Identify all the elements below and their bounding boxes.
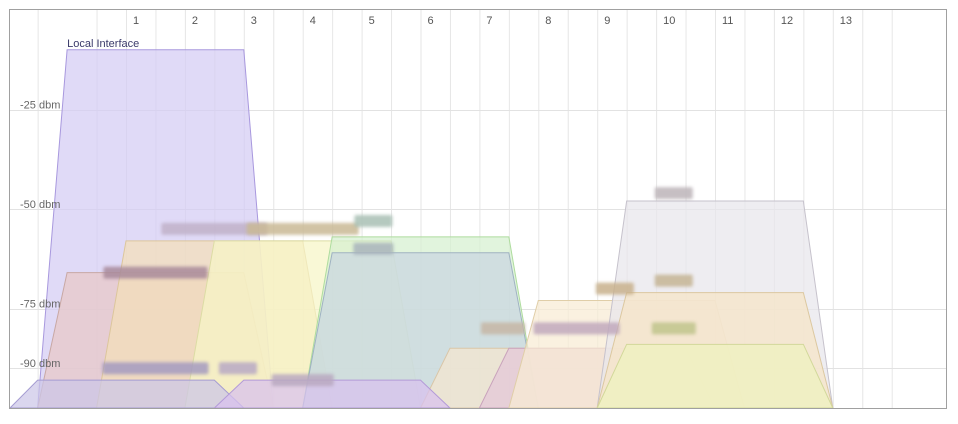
x-tick-label: 13 xyxy=(840,15,852,27)
redacted-network-label-12 xyxy=(654,274,693,287)
redacted-network-label-10 xyxy=(595,282,634,295)
x-tick-label: 2 xyxy=(192,15,198,27)
text-layer: 1 2 3 4 5 6 7 8 9 10 11 12 13-25 dbm-50 dbm-75 dbm-9… xyxy=(20,15,852,370)
redacted-network-label-3 xyxy=(218,362,257,375)
x-tick-label: 10 xyxy=(663,15,675,27)
redacted-network-label-6 xyxy=(354,214,393,227)
x-tick-label: 8 xyxy=(545,15,551,27)
x-tick-label: 1 xyxy=(133,15,139,27)
redacted-network-label-5 xyxy=(271,374,334,387)
x-tick-label: 12 xyxy=(781,15,793,27)
redacted-network-label-11 xyxy=(654,187,693,200)
series-area-11 xyxy=(596,343,834,409)
redacted-network-label-2 xyxy=(161,222,268,235)
series-area-12 xyxy=(8,379,246,409)
y-tick-label: -50 dbm xyxy=(20,199,60,211)
x-tick-label: 11 xyxy=(722,15,733,27)
redacted-network-label-4 xyxy=(246,222,359,235)
series-layer xyxy=(8,49,834,409)
series-label: Local Interface xyxy=(67,38,139,50)
x-tick-label: 4 xyxy=(310,15,316,27)
chart-border xyxy=(9,9,947,409)
x-tick-label: 7 xyxy=(486,15,492,27)
y-tick-label: -25 dbm xyxy=(20,100,60,112)
redacted-network-label-13 xyxy=(651,322,696,335)
x-tick-label: 9 xyxy=(604,15,610,27)
redacted-network-label-0 xyxy=(103,266,208,279)
x-tick-label: 3 xyxy=(251,15,257,27)
x-tick-label: 6 xyxy=(428,15,434,27)
redacted-network-label-8 xyxy=(480,322,525,335)
y-tick-label: -75 dbm xyxy=(20,299,60,311)
y-tick-label: -90 dbm xyxy=(20,358,60,370)
redacted-network-label-7 xyxy=(353,242,394,255)
redacted-network-label-9 xyxy=(533,322,620,335)
x-tick-label: 5 xyxy=(369,15,375,27)
redacted-network-label-1 xyxy=(102,362,209,375)
blurred-labels-layer xyxy=(102,187,696,387)
